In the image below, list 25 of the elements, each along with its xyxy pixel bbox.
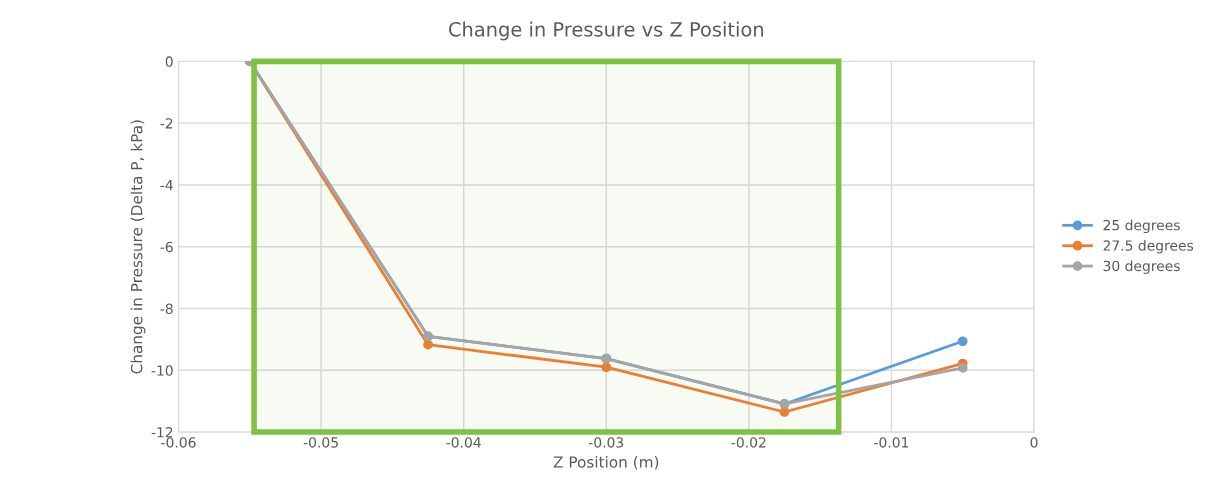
y-tick-label: 0 — [165, 56, 173, 67]
chart-title: Change in Pressure vs Z Position — [448, 21, 763, 41]
point — [957, 336, 968, 347]
y-axis-title: Change in Pressure (Delta P, kPa) — [130, 120, 146, 374]
x-tick-label: -0.01 — [874, 437, 909, 448]
point — [957, 362, 968, 373]
x-tick-label: -0.02 — [731, 437, 766, 448]
x-axis-title: Z Position (m) — [553, 455, 659, 470]
x-tick-label: -0.04 — [446, 437, 481, 448]
y-tick-label: -10 — [151, 365, 173, 376]
legend-label: 30 degrees — [1103, 260, 1180, 274]
x-tick-label: 0 — [1030, 437, 1038, 448]
y-tick-label: -4 — [160, 180, 173, 191]
x-tick-label: -0.03 — [588, 437, 624, 448]
legend-label: 25 degrees — [1103, 219, 1180, 234]
point — [423, 339, 433, 350]
point — [601, 362, 612, 373]
y-tick-label: -2 — [160, 118, 173, 129]
x-tick-label: -0.05 — [303, 437, 338, 448]
x-tick-label: -0.06 — [161, 437, 196, 448]
point — [779, 407, 790, 417]
y-tick-label: -8 — [160, 303, 173, 314]
y-tick-label: -6 — [160, 241, 173, 253]
legend-label: 27.5 degrees — [1103, 240, 1194, 254]
y-tick-label: -12 — [151, 427, 173, 438]
